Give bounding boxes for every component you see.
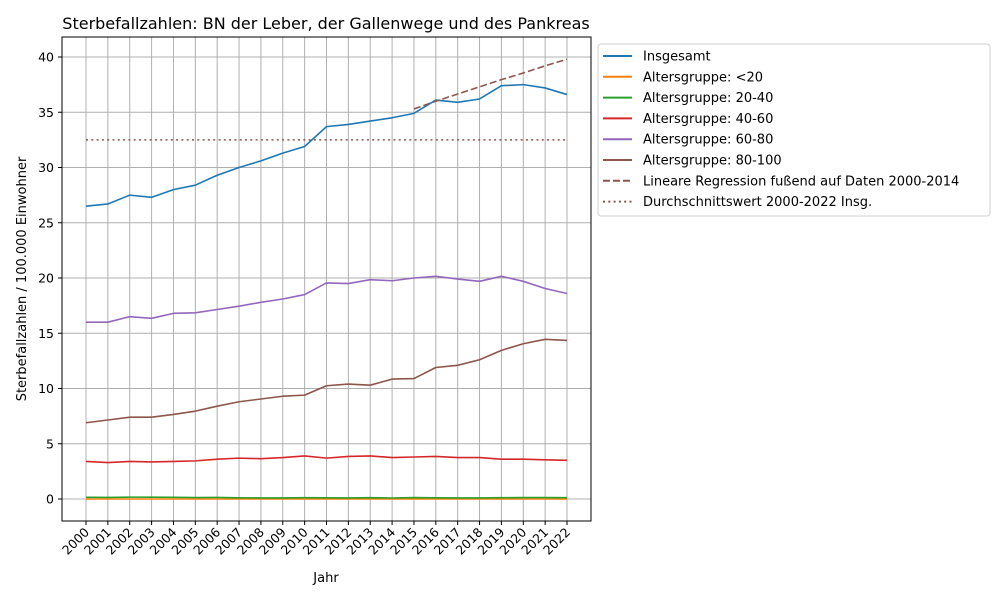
legend-label: Altersgruppe: 20-40 [643,91,773,106]
series-line [85,83,568,207]
y-tick-label: 0 [46,492,54,507]
x-axis-label: Jahr [312,571,339,586]
series-line [85,496,568,499]
legend-box [597,43,991,217]
y-tick-label: 5 [46,436,54,451]
y-tick-label: 30 [38,160,54,175]
y-tick-label: 10 [38,381,54,396]
legend-label: Insgesamt [643,50,711,65]
legend-label: Altersgruppe: 60-80 [643,133,773,148]
legend-label: Durchschnittswert 2000-2022 Insg. [643,195,872,210]
y-axis-ticks: 0 5 10 15 20 25 30 35 40 [38,50,62,507]
chart-title: Sterbefallzahlen: BN der Leber, der Gall… [62,14,589,33]
legend: Insgesamt Altersgruppe: <20 Altersgruppe: … [597,43,991,217]
series-line [86,275,568,324]
y-tick-label: 15 [38,326,54,341]
y-tick-label: 35 [38,105,54,120]
x-axis-ticks: 2000200120022003200420052006200720082009… [59,521,573,558]
y-tick-label: 20 [38,271,54,286]
data-lines [85,58,568,500]
legend-label: Lineare Regression fußend auf Daten 2000… [643,174,959,189]
legend-label: Altersgruppe: 40-60 [643,112,773,127]
series-line [85,455,568,464]
y-tick-label: 25 [38,215,54,230]
y-axis-label: Sterbefallzahlen / 100.000 Einwohner [15,156,30,401]
y-tick-label: 40 [38,50,54,65]
series-line [413,58,568,110]
legend-label: Altersgruppe: 80-100 [643,154,782,169]
legend-label: Altersgruppe: <20 [643,70,763,85]
series-line [85,338,568,424]
